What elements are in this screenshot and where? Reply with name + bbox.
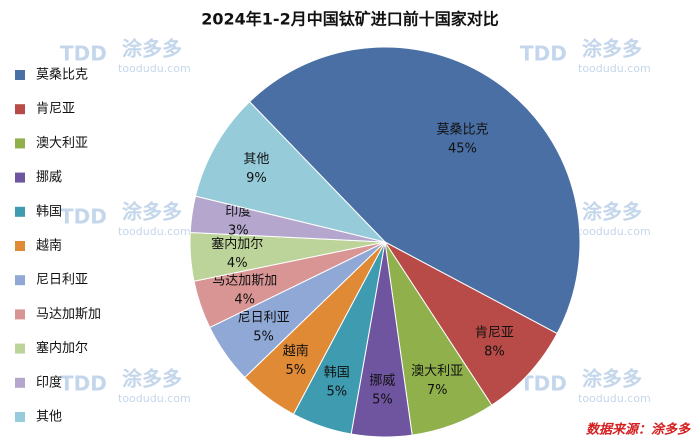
pie-slice xyxy=(194,101,387,243)
legend-swatch xyxy=(15,138,25,149)
watermark-url: toodudu.com xyxy=(578,62,651,75)
watermark-logo: TDD xyxy=(60,205,107,229)
legend-label: 越南 xyxy=(36,238,62,254)
watermark-url: toodudu.com xyxy=(118,392,191,405)
slice-value: 5% xyxy=(372,393,393,408)
legend-label: 其他 xyxy=(36,410,62,425)
slice-label: 马达加斯加 xyxy=(212,273,277,288)
watermark-logo: TDD xyxy=(60,42,107,66)
watermark-url: toodudu.com xyxy=(578,225,651,238)
slice-value: 7% xyxy=(427,383,448,398)
watermark-brand: 涂多多 xyxy=(122,37,182,61)
slice-label: 越南 xyxy=(283,343,309,359)
legend-swatch xyxy=(15,309,25,320)
legend-swatch xyxy=(15,412,25,422)
legend-label: 塞内加尔 xyxy=(36,340,88,356)
slice-value: 5% xyxy=(285,363,306,378)
pie-slice xyxy=(384,241,558,406)
legend-swatch xyxy=(15,275,25,286)
slice-label: 澳大利亚 xyxy=(411,363,463,379)
slice-label: 其他 xyxy=(243,152,269,167)
chart-title: 2024年1-2月中国钛矿进口前十国家对比 xyxy=(201,10,498,29)
legend-swatch xyxy=(15,206,25,217)
legend-label: 莫桑比克 xyxy=(36,68,88,83)
watermark-brand: 涂多多 xyxy=(582,200,642,224)
watermark-logo: TDD xyxy=(520,42,567,66)
watermark-url: toodudu.com xyxy=(578,392,651,405)
watermark-brand: 涂多多 xyxy=(122,367,182,391)
legend-swatch xyxy=(15,241,25,251)
slice-value: 5% xyxy=(253,330,274,345)
legend-label: 澳大利亚 xyxy=(36,135,88,151)
watermark-url: toodudu.com xyxy=(118,225,191,238)
legend-label: 马达加斯加 xyxy=(36,307,101,322)
legend-swatch xyxy=(15,70,25,80)
slice-value: 9% xyxy=(246,171,267,186)
slice-label: 肯尼亚 xyxy=(475,325,514,340)
slice-value: 8% xyxy=(484,344,505,359)
slice-label: 莫桑比克 xyxy=(436,123,488,138)
legend-swatch xyxy=(15,343,25,354)
slice-value: 3% xyxy=(228,223,249,238)
slice-label: 塞内加尔 xyxy=(211,236,263,252)
pie-slice xyxy=(248,46,581,335)
slice-value: 45% xyxy=(448,142,477,157)
slice-label: 韩国 xyxy=(324,366,350,381)
watermark-logo: TDD xyxy=(60,372,107,396)
slice-value: 4% xyxy=(234,292,255,307)
legend-label: 肯尼亚 xyxy=(36,102,75,117)
watermark-brand: 涂多多 xyxy=(582,367,642,391)
legend-label: 印度 xyxy=(36,374,62,390)
legend-label: 尼日利亚 xyxy=(36,273,88,288)
source-note: 数据来源：涂多多 xyxy=(586,422,691,438)
slice-value: 5% xyxy=(326,385,347,400)
slice-value: 4% xyxy=(227,256,248,271)
watermark-url: toodudu.com xyxy=(118,62,191,75)
watermark-brand: 涂多多 xyxy=(122,200,182,224)
legend-swatch xyxy=(15,172,25,183)
slice-label: 尼日利亚 xyxy=(238,311,290,326)
legend-label: 韩国 xyxy=(36,204,62,219)
legend-swatch xyxy=(15,377,25,388)
legend-label: 挪威 xyxy=(36,170,62,185)
slice-label: 挪威 xyxy=(369,374,395,389)
legend-swatch xyxy=(15,104,25,115)
watermark-brand: 涂多多 xyxy=(582,37,642,61)
